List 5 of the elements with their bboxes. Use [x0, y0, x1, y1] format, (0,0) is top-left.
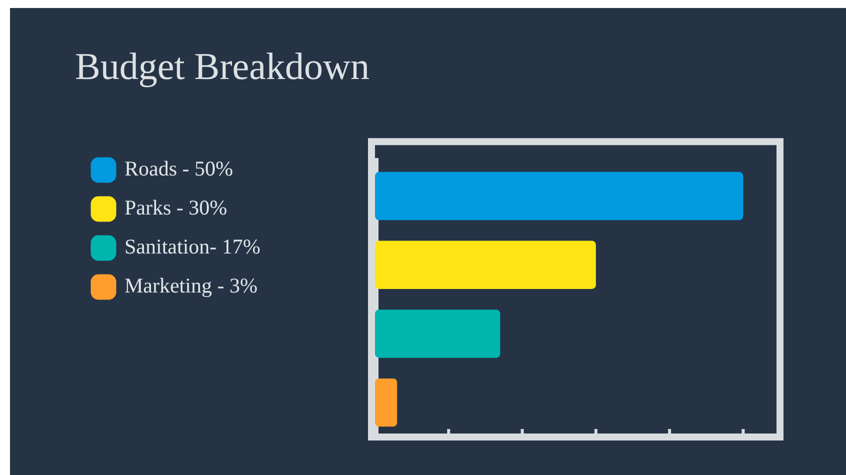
legend-label: Parks - 30%: [124, 196, 228, 220]
legend-label: Sanitation- 17%: [124, 234, 260, 259]
legend-label: Roads - 50%: [124, 156, 233, 181]
legend-label: Marketing - 3%: [124, 274, 258, 298]
chart-title: Budget Breakdown: [75, 46, 370, 88]
